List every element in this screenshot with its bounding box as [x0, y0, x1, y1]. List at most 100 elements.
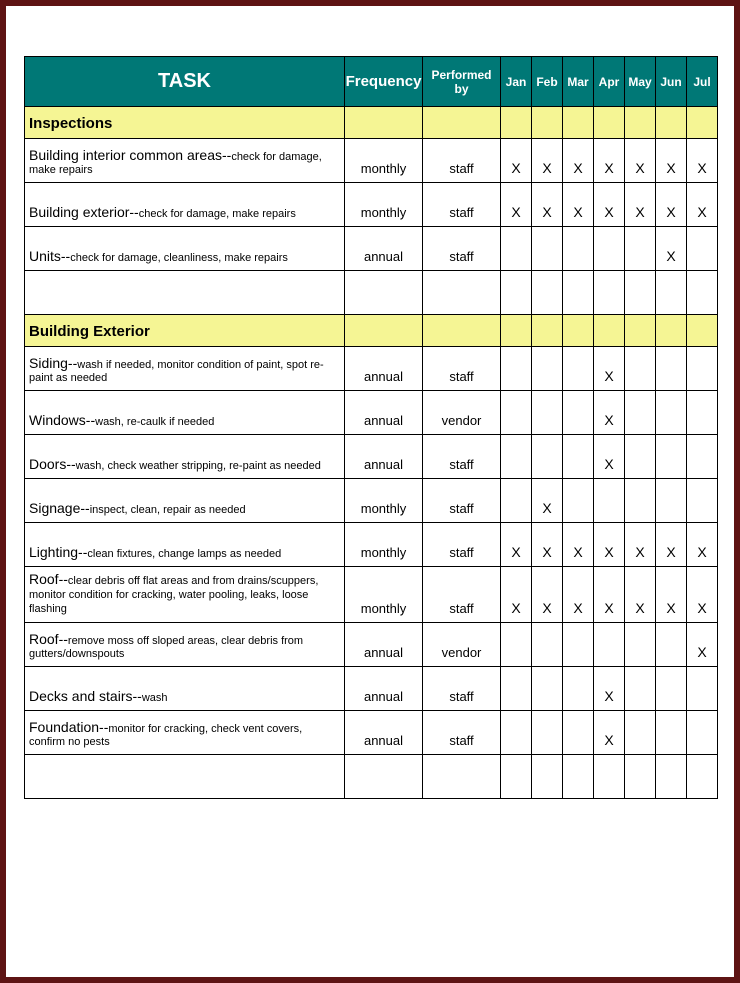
month-cell: X — [656, 227, 687, 271]
month-cell: X — [594, 347, 625, 391]
task-cell: Windows--wash, re-caulk if needed — [25, 391, 345, 435]
month-cell: X — [563, 523, 594, 567]
header-frequency: Frequency — [345, 57, 423, 107]
frequency-cell: annual — [345, 623, 423, 667]
task-main: Roof-- — [29, 571, 68, 587]
empty-cell — [501, 755, 532, 799]
task-cell: Units--check for damage, cleanliness, ma… — [25, 227, 345, 271]
table-row: Decks and stairs--washannualstaffX — [25, 667, 718, 711]
month-cell: X — [563, 139, 594, 183]
task-sub: inspect, clean, repair as needed — [90, 504, 246, 516]
frequency-cell: annual — [345, 391, 423, 435]
task-main: Building interior common areas-- — [29, 147, 231, 163]
month-cell — [687, 711, 718, 755]
header-month: Feb — [532, 57, 563, 107]
section-cell — [656, 315, 687, 347]
month-cell — [501, 391, 532, 435]
performed-by-cell: staff — [423, 183, 501, 227]
table-row: Building Exterior — [25, 315, 718, 347]
task-main: Foundation-- — [29, 719, 108, 735]
month-cell: X — [532, 479, 563, 523]
month-cell: X — [594, 667, 625, 711]
table-row: Lighting--clean fixtures, change lamps a… — [25, 523, 718, 567]
empty-cell — [532, 755, 563, 799]
task-main: Siding-- — [29, 355, 77, 371]
month-cell — [532, 667, 563, 711]
section-cell — [625, 315, 656, 347]
empty-cell — [594, 755, 625, 799]
month-cell: X — [532, 523, 563, 567]
month-cell: X — [594, 391, 625, 435]
month-cell: X — [501, 183, 532, 227]
frequency-cell: annual — [345, 435, 423, 479]
section-cell — [501, 315, 532, 347]
month-cell — [532, 391, 563, 435]
section-cell — [423, 107, 501, 139]
month-cell — [501, 435, 532, 479]
month-cell: X — [656, 139, 687, 183]
header-month: Jan — [501, 57, 532, 107]
month-cell — [687, 479, 718, 523]
maintenance-table: TASK Frequency Performed by Jan Feb Mar … — [24, 56, 718, 799]
section-cell — [501, 107, 532, 139]
month-cell — [501, 623, 532, 667]
month-cell: X — [625, 183, 656, 227]
frequency-cell: annual — [345, 347, 423, 391]
task-sub: clear debris off flat areas and from dra… — [29, 575, 318, 615]
month-cell: X — [563, 567, 594, 623]
month-cell — [563, 667, 594, 711]
task-sub: wash, check weather stripping, re-paint … — [76, 460, 321, 472]
empty-cell — [532, 271, 563, 315]
month-cell: X — [687, 183, 718, 227]
frequency-cell: monthly — [345, 523, 423, 567]
task-cell: Decks and stairs--wash — [25, 667, 345, 711]
task-cell: Lighting--clean fixtures, change lamps a… — [25, 523, 345, 567]
month-cell — [594, 479, 625, 523]
frequency-cell: monthly — [345, 479, 423, 523]
task-cell: Building interior common areas--check fo… — [25, 139, 345, 183]
table-row: Signage--inspect, clean, repair as neede… — [25, 479, 718, 523]
task-cell: Roof--clear debris off flat areas and fr… — [25, 567, 345, 623]
month-cell — [563, 623, 594, 667]
month-cell — [625, 479, 656, 523]
section-cell — [345, 107, 423, 139]
performed-by-cell: staff — [423, 227, 501, 271]
section-cell — [687, 107, 718, 139]
month-cell — [563, 347, 594, 391]
performed-by-cell: staff — [423, 479, 501, 523]
month-cell — [532, 227, 563, 271]
month-cell — [501, 479, 532, 523]
month-cell — [563, 227, 594, 271]
month-cell: X — [625, 523, 656, 567]
frequency-cell: monthly — [345, 183, 423, 227]
task-main: Signage-- — [29, 500, 90, 516]
month-cell — [532, 347, 563, 391]
performed-by-cell: staff — [423, 667, 501, 711]
empty-cell — [423, 755, 501, 799]
empty-cell — [501, 271, 532, 315]
table-row: Windows--wash, re-caulk if neededannualv… — [25, 391, 718, 435]
task-cell: Building exterior--check for damage, mak… — [25, 183, 345, 227]
task-main: Roof-- — [29, 631, 68, 647]
month-cell: X — [656, 183, 687, 227]
month-cell: X — [594, 567, 625, 623]
month-cell — [563, 435, 594, 479]
month-cell — [656, 479, 687, 523]
table-row: Building exterior--check for damage, mak… — [25, 183, 718, 227]
month-cell — [687, 391, 718, 435]
performed-by-cell: staff — [423, 523, 501, 567]
section-cell — [687, 315, 718, 347]
section-cell — [594, 107, 625, 139]
performed-by-cell: staff — [423, 435, 501, 479]
header-month: Jul — [687, 57, 718, 107]
empty-cell — [687, 271, 718, 315]
task-cell: Signage--inspect, clean, repair as neede… — [25, 479, 345, 523]
month-cell — [656, 347, 687, 391]
month-cell: X — [687, 623, 718, 667]
task-cell: Roof--remove moss off sloped areas, clea… — [25, 623, 345, 667]
table-row: Building interior common areas--check fo… — [25, 139, 718, 183]
month-cell: X — [563, 183, 594, 227]
month-cell: X — [532, 567, 563, 623]
month-cell: X — [594, 523, 625, 567]
task-main: Building exterior-- — [29, 204, 139, 220]
